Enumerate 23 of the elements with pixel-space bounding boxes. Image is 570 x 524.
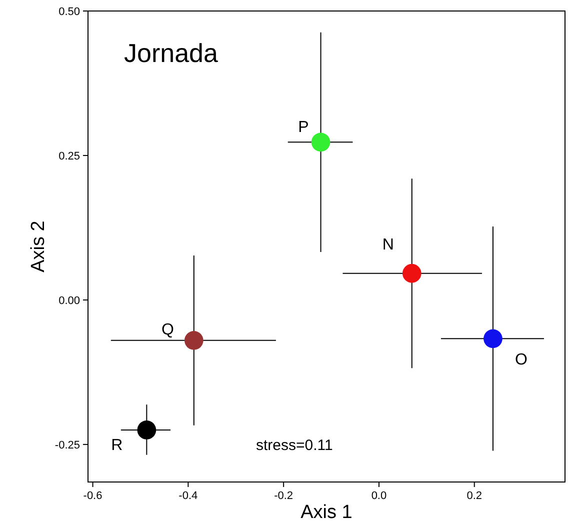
point	[137, 420, 156, 440]
x-tick-label: -0.6	[83, 490, 102, 502]
x-tick-label: -0.2	[274, 490, 294, 502]
y-tick-label: -0.25	[54, 439, 80, 452]
point	[402, 264, 422, 283]
x-tick-label: 0.0	[371, 490, 387, 502]
point	[484, 329, 502, 348]
x-tick-label: 0.2	[466, 490, 482, 502]
y-tick-label: 0.00	[58, 294, 80, 307]
x-tick-label: -0.4	[178, 490, 198, 502]
y-tick-label: 0.50	[58, 6, 80, 18]
point	[184, 330, 204, 350]
series-label: N	[382, 236, 394, 254]
series-label: O	[514, 352, 528, 369]
series-label: P	[298, 119, 309, 136]
x-axis-title: Axis 1	[300, 502, 352, 523]
series-label: R	[111, 436, 123, 454]
y-tick-label: 0.25	[58, 150, 80, 162]
y-axis-title: Axis 2	[28, 220, 49, 272]
annotation: stress=0.11	[256, 437, 333, 454]
series-label: Q	[161, 321, 174, 338]
text: Jornada	[124, 38, 218, 68]
point	[311, 132, 330, 152]
